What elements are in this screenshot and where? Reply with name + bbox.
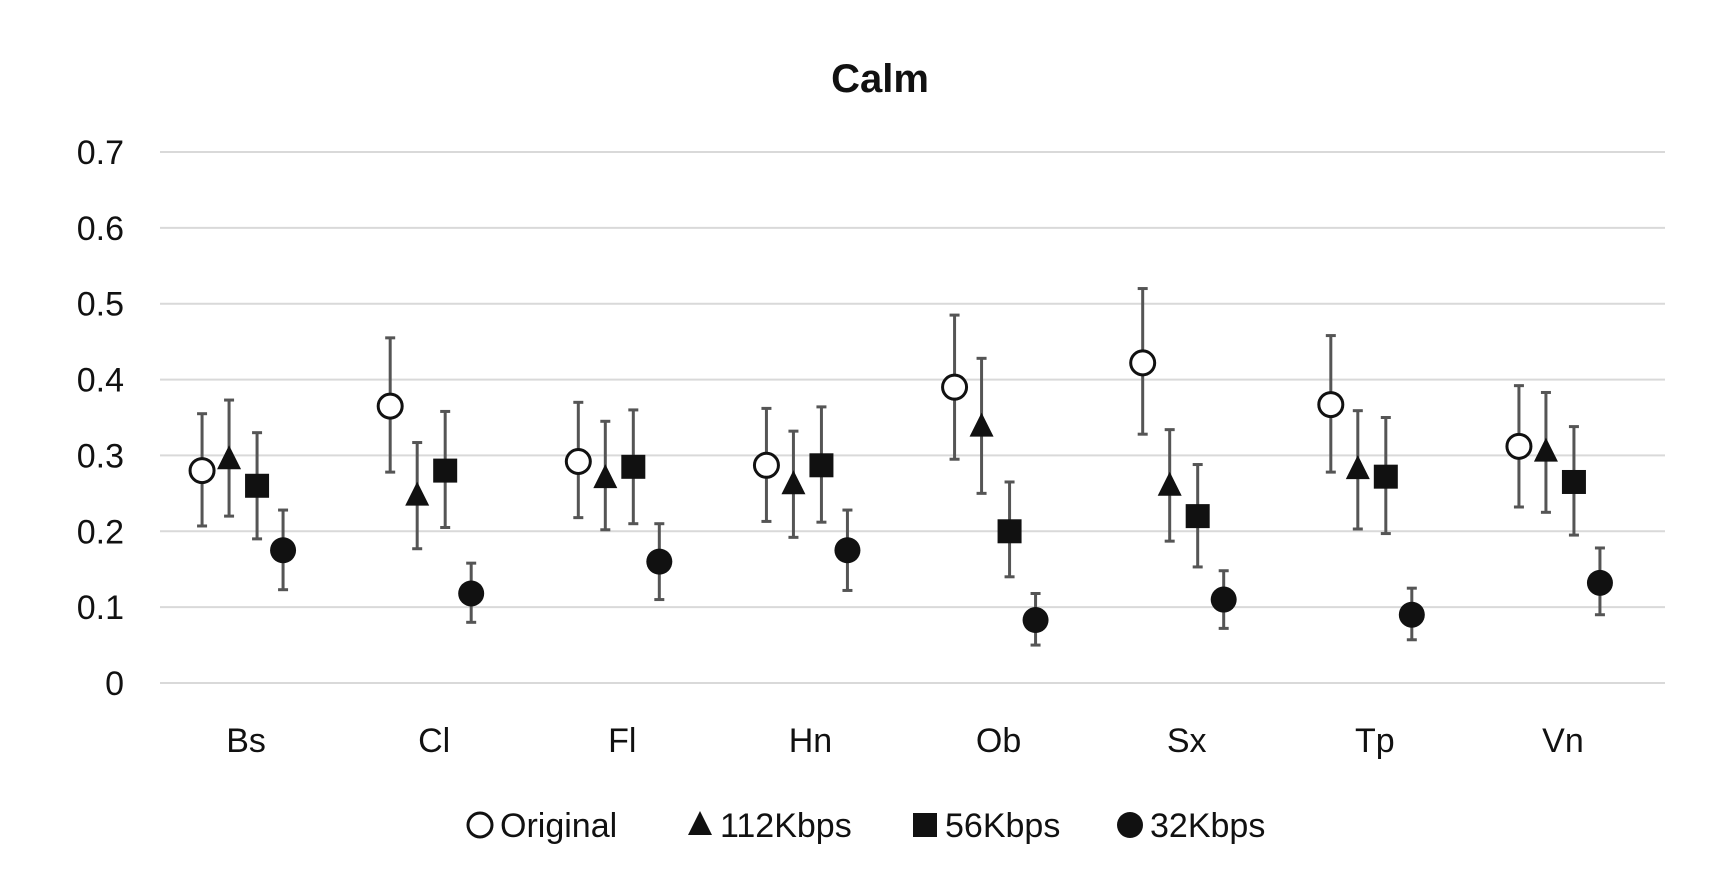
y-tick-label: 0.1 xyxy=(77,589,124,627)
y-tick-label: 0.6 xyxy=(77,210,124,248)
data-point xyxy=(1561,469,1586,494)
data-point xyxy=(593,464,618,489)
data-point xyxy=(188,457,216,485)
data-point xyxy=(376,392,404,420)
x-tick-label: Fl xyxy=(608,722,636,760)
legend-label: 56Kbps xyxy=(945,807,1060,845)
data-point xyxy=(1317,391,1345,419)
data-point xyxy=(1505,432,1533,460)
y-tick-label: 0.5 xyxy=(77,286,124,324)
legend-label: 32Kbps xyxy=(1150,807,1265,845)
y-axis-ticks: 0 0.1 0.2 0.3 0.4 0.5 0.6 0.7 xyxy=(77,134,124,703)
y-tick-label: 0.4 xyxy=(77,362,124,400)
x-tick-label: Cl xyxy=(418,722,450,760)
data-point xyxy=(405,481,430,506)
data-point xyxy=(458,580,485,607)
legend-marker xyxy=(688,811,712,835)
data-point xyxy=(1022,607,1049,634)
legend-item: 56Kbps xyxy=(913,807,1060,845)
y-tick-label: 0.3 xyxy=(77,437,124,475)
data-point xyxy=(834,537,861,564)
data-point xyxy=(997,519,1022,544)
legend-marker xyxy=(1117,812,1143,838)
legend-marker xyxy=(466,811,494,839)
x-tick-label: Tp xyxy=(1355,722,1395,760)
chart-title: Calm xyxy=(831,57,929,101)
data-point xyxy=(1345,455,1370,480)
y-tick-label: 0 xyxy=(105,665,124,703)
data-point xyxy=(621,454,646,479)
data-point xyxy=(1210,586,1237,613)
data-point xyxy=(270,537,297,564)
legend-item: 112Kbps xyxy=(688,807,852,845)
data-point xyxy=(1533,437,1558,462)
x-tick-label: Bs xyxy=(226,722,266,760)
data-point xyxy=(564,447,592,475)
legend: Original 112Kbps 56Kbps 32Kbps xyxy=(466,807,1265,845)
data-point xyxy=(1373,464,1398,489)
y-tick-label: 0.7 xyxy=(77,134,124,172)
data-point xyxy=(809,453,834,478)
data-point xyxy=(781,470,806,495)
legend-label: Original xyxy=(500,807,617,845)
legend-label: 112Kbps xyxy=(720,807,852,845)
data-point xyxy=(1157,471,1182,496)
data-point xyxy=(245,473,270,498)
data-point xyxy=(1185,504,1210,529)
x-tick-label: Sx xyxy=(1167,722,1207,760)
data-point xyxy=(1586,569,1613,596)
legend-item: Original xyxy=(466,807,617,845)
x-axis-ticks: Bs Cl Fl Hn Ob Sx Tp Vn xyxy=(226,722,1584,760)
legend-item: 32Kbps xyxy=(1117,807,1265,845)
data-point xyxy=(941,373,969,401)
data-point xyxy=(217,445,242,470)
data-point xyxy=(752,451,780,479)
x-tick-label: Hn xyxy=(789,722,832,760)
legend-marker xyxy=(913,813,937,837)
data-point xyxy=(969,412,994,437)
x-tick-label: Vn xyxy=(1542,722,1584,760)
data-point xyxy=(433,458,458,483)
x-tick-label: Ob xyxy=(976,722,1021,760)
gridlines xyxy=(160,151,1665,684)
data-point xyxy=(1129,349,1157,377)
y-tick-label: 0.2 xyxy=(77,513,124,551)
data-point xyxy=(646,548,673,575)
data-points xyxy=(188,349,1613,634)
data-point xyxy=(1398,601,1425,628)
